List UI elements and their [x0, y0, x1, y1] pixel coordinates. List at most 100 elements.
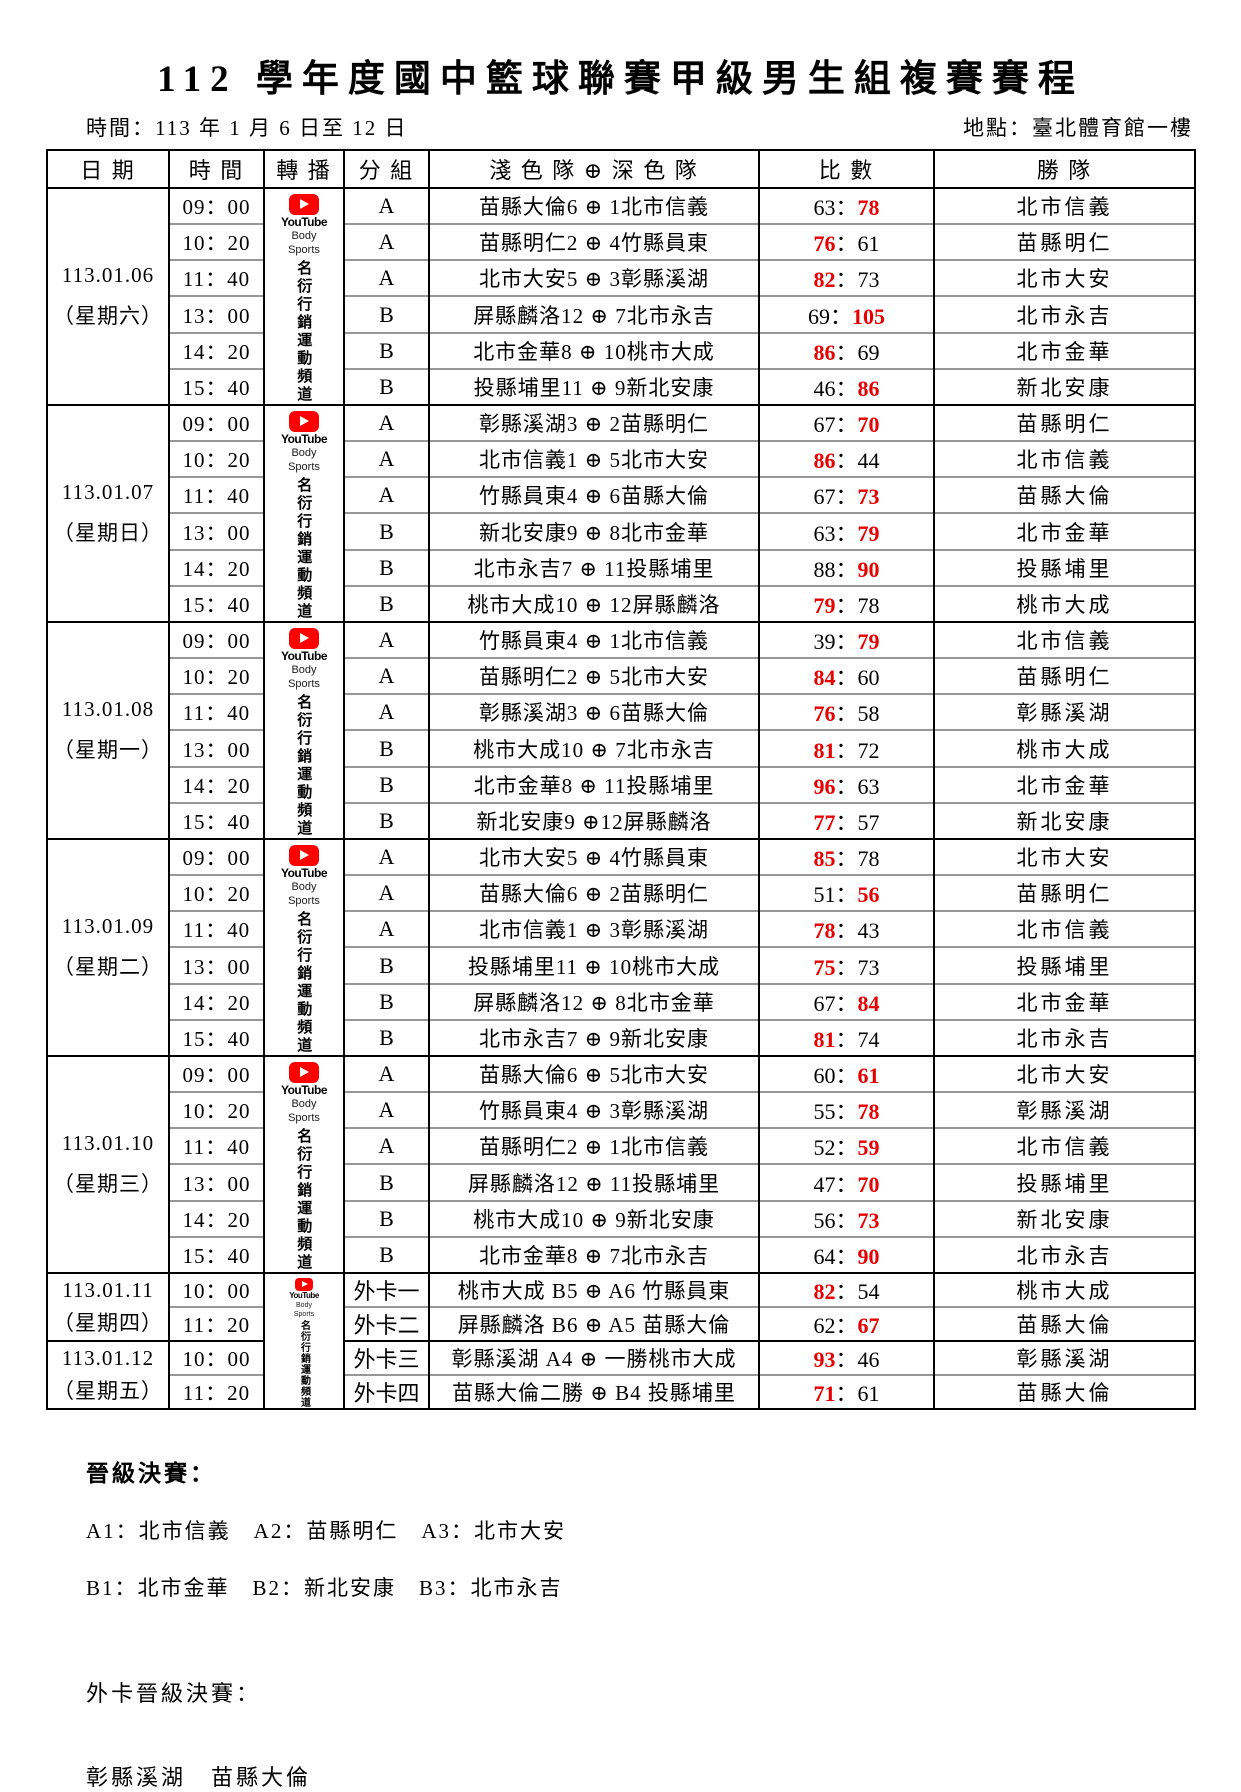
date-cell: 113.01.12 （星期五） [46, 1340, 170, 1409]
group-cell: 外卡二 [343, 1306, 430, 1341]
score-right: 105 [852, 303, 885, 329]
score-left: 56 [813, 1207, 836, 1233]
score-cell: 60：61 [758, 1054, 935, 1093]
channel-name-line: Sports [288, 461, 320, 473]
winner-cell: 投縣埔里 [933, 548, 1196, 586]
match-teams-cell: 竹縣員東4 ⊕ 1北市信義 [428, 620, 760, 659]
group-cell: A [343, 186, 430, 225]
time-cell: 09：00 [168, 837, 265, 876]
winner-cell: 投縣埔里 [933, 1163, 1196, 1201]
broadcast-cell: YouTube Body Sports 名衍行銷運動頻道 [263, 404, 345, 622]
group-cell: B [343, 1235, 430, 1273]
table-row: 15：40 B 新北安康9 ⊕12屏縣麟洛 77：57 新北安康 [47, 801, 1196, 839]
table-row: 11：40 A 北市大安5 ⊕ 3彰縣溪湖 82：73 北市大安 [47, 259, 1196, 297]
channel-name-vertical: 名衍行銷運動頻道 [295, 911, 314, 1055]
match-teams-cell: 竹縣員東4 ⊕ 3彰縣溪湖 [428, 1091, 760, 1129]
score-separator: ： [835, 773, 858, 799]
group-cell: B [343, 729, 430, 767]
time-cell: 11：40 [168, 693, 265, 731]
score-cell: 82：73 [758, 259, 935, 297]
score-cell: 76：58 [758, 693, 935, 731]
score-separator: ： [835, 1279, 858, 1304]
score-cell: 62：67 [758, 1306, 935, 1341]
date-cell: 113.01.06 （星期六） [46, 187, 170, 405]
score-right: 73 [857, 267, 880, 293]
footer-notes: 晉級決賽： A1：北市信義 A2：苗縣明仁 A3：北市大安 B1：北市金華 B2… [86, 1454, 1195, 1792]
score-cell: 79：78 [758, 584, 935, 622]
channel-name-vertical: 名衍行銷運動頻道 [295, 694, 314, 838]
score-right: 60 [857, 665, 880, 691]
time-cell: 09：00 [168, 620, 265, 659]
time-cell: 09：00 [168, 403, 265, 442]
score-separator: ： [835, 592, 858, 618]
winner-cell: 北市永吉 [933, 1235, 1196, 1273]
channel-name-vertical: 名衍行銷運動頻道 [295, 260, 314, 404]
channel-name-line: Body [291, 230, 317, 242]
group-cell: B [343, 512, 430, 550]
group-cell: B [343, 295, 430, 333]
group-cell: A [343, 1091, 430, 1129]
score-right: 67 [857, 1313, 880, 1338]
table-row: 11：20 外卡二 屏縣麟洛 B6 ⊕ A5 苗縣大倫 62：67 苗縣大倫 [47, 1306, 1196, 1341]
table-row: 11：20 外卡四 苗縣大倫二勝 ⊕ B4 投縣埔里 71：61 苗縣大倫 [47, 1374, 1196, 1409]
page-title: 112 學年度國中籃球聯賽甲級男生組複賽賽程 [157, 59, 1084, 100]
winner-cell: 苗縣大倫 [933, 1306, 1196, 1341]
weekday-text: （星期三） [53, 1172, 163, 1196]
score-separator: ： [835, 195, 858, 221]
score-right: 61 [857, 1381, 880, 1406]
score-right: 61 [857, 1063, 880, 1089]
score-right: 72 [857, 737, 880, 763]
score-cell: 71：61 [758, 1374, 935, 1409]
score-left: 76 [813, 231, 836, 257]
time-cell: 11：40 [168, 1127, 265, 1165]
score-separator: ： [835, 1135, 858, 1161]
schedule-body: 113.01.06 （星期六） 09：00 YouTube Body Sports 名衍行銷… [46, 186, 1196, 1409]
score-right: 90 [857, 1243, 880, 1269]
score-left: 85 [813, 846, 836, 872]
time-cell: 11：20 [168, 1374, 265, 1409]
time-cell: 14：20 [168, 765, 265, 803]
table-row: 14：20 B 北市金華8 ⊕ 10桃市大成 86：69 北市金華 [47, 331, 1196, 369]
winner-cell: 北市金華 [933, 765, 1196, 803]
winner-cell: 北市金華 [933, 331, 1196, 369]
winner-cell: 彰縣溪湖 [933, 693, 1196, 731]
weekday-text: （星期六） [53, 304, 163, 328]
score-separator: ： [835, 412, 858, 438]
match-teams-cell: 投縣埔里11 ⊕ 10桃市大成 [428, 946, 760, 984]
group-cell: A [343, 476, 430, 514]
match-teams-cell: 新北安康9 ⊕ 8北市金華 [428, 512, 760, 550]
score-left: 82 [813, 1279, 836, 1304]
winner-cell: 彰縣溪湖 [933, 1340, 1196, 1375]
youtube-icon [289, 411, 319, 432]
score-right: 43 [857, 918, 880, 944]
match-teams-cell: 苗縣大倫6 ⊕ 5北市大安 [428, 1054, 760, 1093]
match-teams-cell: 苗縣大倫6 ⊕ 1北市信義 [428, 186, 760, 225]
match-teams-cell: 北市永吉7 ⊕ 9新北安康 [428, 1018, 760, 1056]
score-left: 71 [813, 1381, 836, 1406]
score-right: 54 [857, 1279, 880, 1304]
table-row: 113.01.09 （星期二） 09：00 YouTube Body Sports 名衍行銷… [46, 837, 1196, 1056]
column-header-broadcast: 轉 播 [263, 150, 345, 189]
time-cell: 15：40 [168, 1018, 265, 1056]
date-cell: 113.01.07 （星期日） [46, 404, 170, 622]
table-row: 15：40 B 北市金華8 ⊕ 7北市永吉 64：90 北市永吉 [47, 1235, 1196, 1273]
date-text: 113.01.08 [61, 697, 155, 721]
score-cell: 67：70 [758, 403, 935, 442]
broadcast-cell: YouTube Body Sports 名衍行銷運動頻道 [263, 187, 345, 405]
score-cell: 63：78 [758, 186, 935, 225]
score-separator: ： [835, 954, 858, 980]
finals-group-a: A1：北市信義 A2：苗縣明仁 A3：北市大安 [86, 1519, 566, 1543]
group-cell: B [343, 801, 430, 839]
table-row: 113.01.12 （星期五） 10：00 外卡三 彰縣溪湖 A4 ⊕ 一勝桃市大成 93… [46, 1340, 1196, 1409]
score-cell: 46：86 [758, 367, 935, 405]
time-cell: 11：40 [168, 259, 265, 297]
match-teams-cell: 北市信義1 ⊕ 5北市大安 [428, 440, 760, 478]
time-cell: 13：00 [168, 1163, 265, 1201]
time-cell: 10：20 [168, 874, 265, 912]
score-cell: 82：54 [758, 1272, 935, 1307]
score-separator: ： [835, 1313, 858, 1338]
table-row: 113.01.08 （星期一） 09：00 YouTube Body Sports 名衍行銷… [46, 620, 1196, 839]
score-left: 88 [813, 556, 836, 582]
match-teams-cell: 苗縣大倫6 ⊕ 2苗縣明仁 [428, 874, 760, 912]
score-cell: 77：57 [758, 801, 935, 839]
